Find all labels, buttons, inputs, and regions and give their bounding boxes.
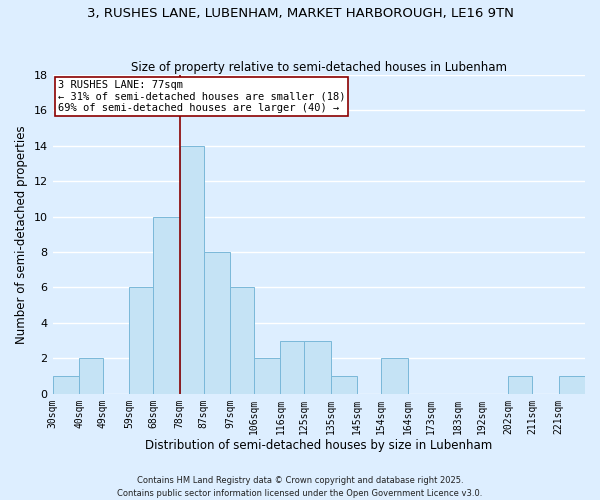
Bar [559,376,585,394]
Bar [203,252,230,394]
Bar [79,358,103,394]
Bar [381,358,407,394]
Bar [280,340,304,394]
Bar [53,376,79,394]
Bar [130,288,153,394]
Bar [254,358,280,394]
Bar [304,340,331,394]
Bar [508,376,532,394]
Text: 3 RUSHES LANE: 77sqm
← 31% of semi-detached houses are smaller (18)
69% of semi-: 3 RUSHES LANE: 77sqm ← 31% of semi-detac… [58,80,346,113]
Bar [179,146,203,394]
Bar [153,216,179,394]
X-axis label: Distribution of semi-detached houses by size in Lubenham: Distribution of semi-detached houses by … [145,440,493,452]
Text: 3, RUSHES LANE, LUBENHAM, MARKET HARBOROUGH, LE16 9TN: 3, RUSHES LANE, LUBENHAM, MARKET HARBORO… [86,8,514,20]
Bar [230,288,254,394]
Y-axis label: Number of semi-detached properties: Number of semi-detached properties [15,125,28,344]
Bar [331,376,357,394]
Title: Size of property relative to semi-detached houses in Lubenham: Size of property relative to semi-detach… [131,60,507,74]
Text: Contains HM Land Registry data © Crown copyright and database right 2025.
Contai: Contains HM Land Registry data © Crown c… [118,476,482,498]
